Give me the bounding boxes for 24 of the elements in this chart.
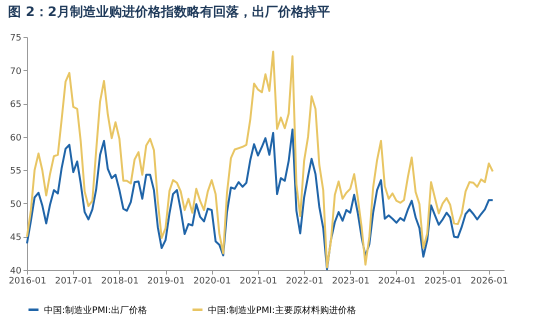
y-tick-label: 65: [10, 100, 22, 110]
y-tick-label: 55: [10, 166, 22, 177]
x-tick-label: 2024-01: [378, 276, 416, 286]
y-tick-label: 70: [10, 66, 22, 77]
x-tick-label: 2023-01: [332, 276, 370, 286]
line-series: [26, 128, 494, 270]
chart-title: 图 2：2月制造业购进价格指数略有回落，出厂价格持平: [8, 5, 330, 20]
y-tick-label: 40: [10, 266, 22, 276]
x-tick-label: 2020-01: [193, 276, 232, 286]
y-tick-label: 75: [10, 34, 22, 44]
x-tick-label: 2026-01: [470, 276, 508, 286]
line-series: [26, 50, 494, 268]
y-tick-label: 50: [10, 200, 22, 210]
y-tick-label: 45: [10, 233, 22, 244]
x-tick-label: 2019-01: [147, 276, 185, 286]
x-tick-label: 2025-01: [424, 276, 462, 286]
legend-label: 中国:制造业PMI:主要原材料购进价格: [208, 304, 356, 316]
y-tick-label: 60: [10, 133, 22, 144]
x-tick-label: 2018-01: [101, 276, 139, 286]
x-tick-label: 2022-01: [286, 276, 324, 286]
x-tick-label: 2017-01: [54, 276, 93, 286]
x-tick-label: 2016-01: [8, 276, 46, 286]
x-tick-label: 2021-01: [240, 276, 278, 286]
legend-label: 中国:制造业PMI:出厂价格: [44, 304, 147, 316]
